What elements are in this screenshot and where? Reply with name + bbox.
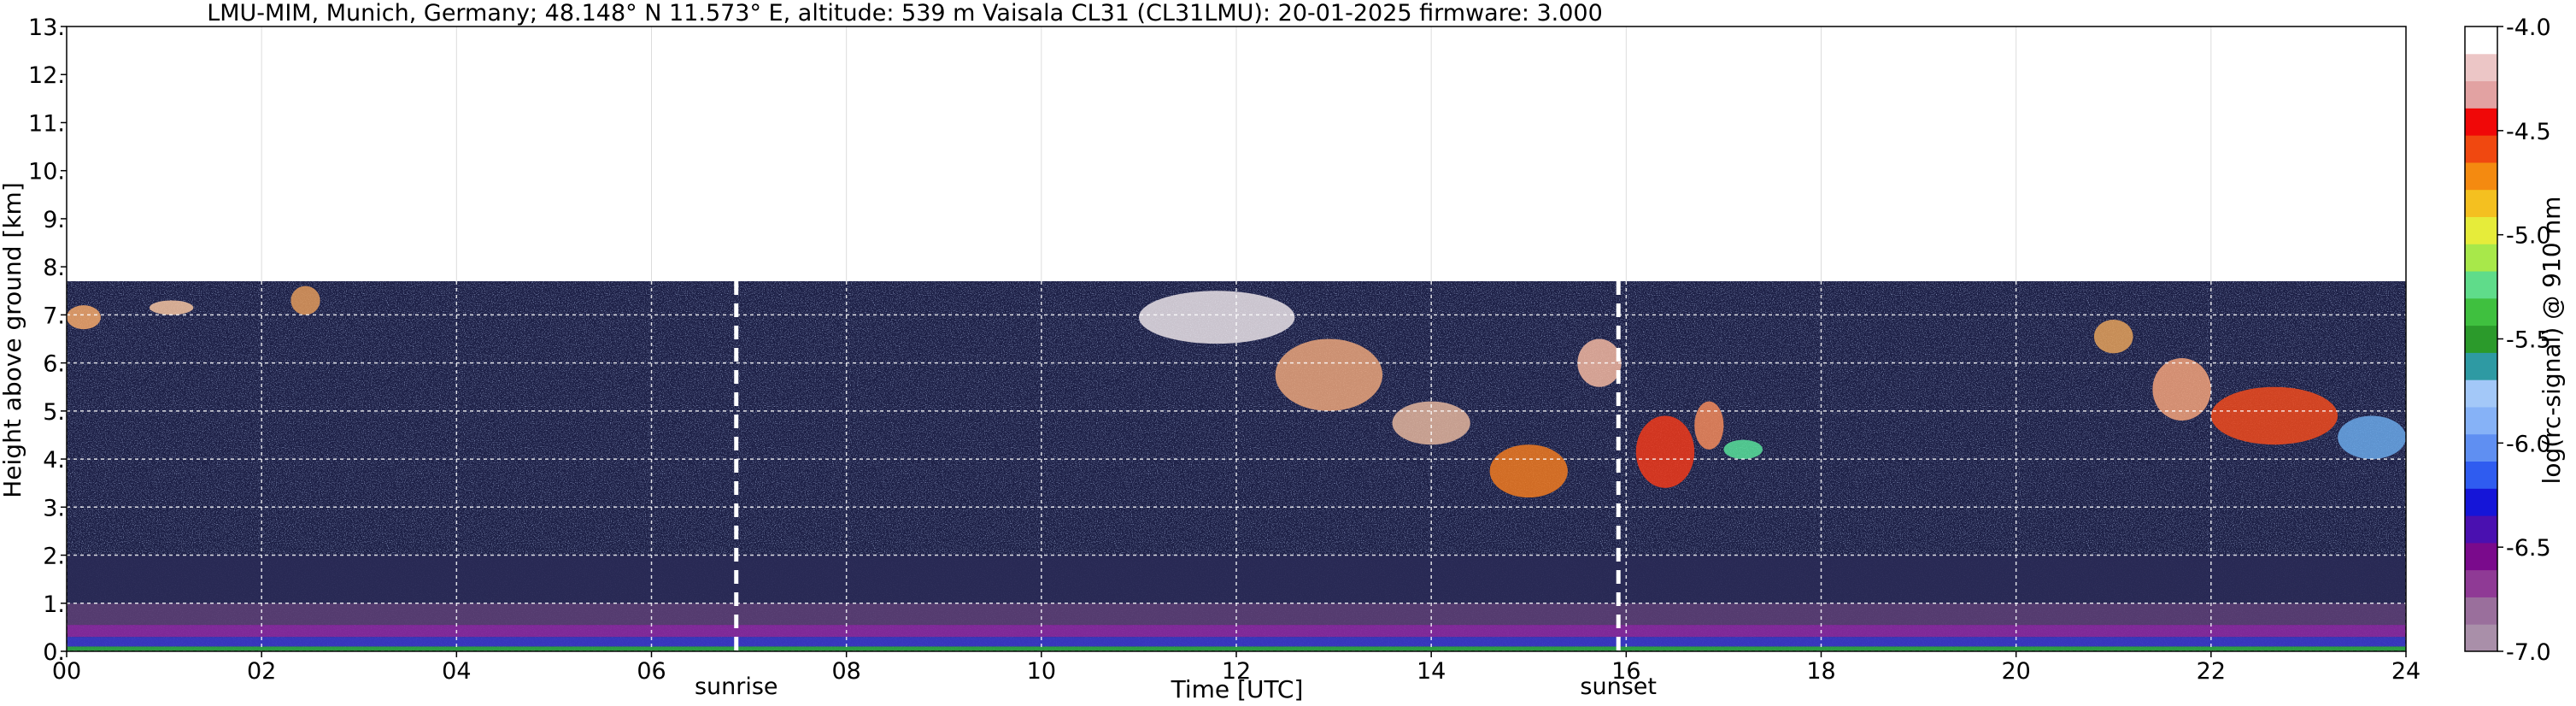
colorbar-tick-label: -5.0 (2506, 223, 2551, 250)
cloud-layer (2093, 320, 2133, 354)
y-tick-label: 6. (43, 351, 65, 378)
colorbar-segment (2465, 53, 2497, 82)
colorbar-tick-label: -4.0 (2506, 15, 2551, 41)
colorbar-segment (2465, 624, 2497, 652)
cloud-layer (149, 300, 194, 315)
colorbar-title: log(rc-signal) @ 910 nm (2538, 197, 2566, 485)
y-tick-label: 13. (28, 15, 65, 41)
colorbar-tick-label: -6.5 (2506, 535, 2551, 562)
colorbar-segment (2465, 515, 2497, 544)
colorbar-segment (2465, 216, 2497, 244)
x-tick-label: 22 (2197, 658, 2226, 685)
cloud-layer (1392, 401, 1470, 445)
y-tick-label: 4. (43, 447, 65, 474)
colorbar-segment (2465, 244, 2497, 272)
cloud-layers (67, 285, 2406, 498)
x-tick-label: 16 (1611, 658, 1640, 685)
event-label: sunrise (695, 674, 778, 700)
y-tick-label: 2. (43, 544, 65, 570)
colorbar-segment (2465, 433, 2497, 462)
colorbar-segment (2465, 26, 2497, 55)
x-axis-title: Time [UTC] (1171, 675, 1304, 703)
colorbar-segment (2465, 542, 2497, 571)
cloud-layer (67, 305, 101, 330)
colorbar-tick-label: -7.0 (2506, 639, 2551, 666)
colorbar: -7.0 -6.5 -6.0 -5.5 -5.0 -4.5 -4.0 (2464, 15, 2551, 666)
y-tick-label: 3. (43, 495, 65, 521)
x-tick-label: 20 (2001, 658, 2030, 685)
colorbar-segment (2465, 406, 2497, 435)
x-tick-label: 02 (247, 658, 276, 685)
colorbar-segment (2465, 461, 2497, 489)
cloud-layer (1723, 439, 1763, 460)
colorbar-tick-label: -4.5 (2506, 119, 2551, 145)
colorbar-segment (2465, 352, 2497, 380)
colorbar-tick-label: -5.5 (2506, 327, 2551, 354)
chart-title: LMU-MIM, Munich, Germany; 48.148° N 11.5… (207, 0, 1603, 26)
grid-lines (66, 26, 2407, 652)
cloud-layer (2338, 415, 2406, 460)
colorbar-segment (2465, 379, 2497, 408)
y-tick-label: 10. (28, 159, 65, 185)
y-tick-label: 7. (43, 303, 65, 329)
y-axis-title: Height above ground [km] (0, 182, 26, 498)
x-tick-label: 24 (2391, 658, 2421, 685)
colorbar-segment (2465, 297, 2497, 327)
event-label: sunset (1580, 674, 1657, 700)
cloud-layer (1635, 415, 1695, 488)
y-tick-label: 0. (43, 639, 65, 666)
x-tick-label: 10 (1027, 658, 1056, 685)
x-tick-label: 08 (831, 658, 860, 685)
cloud-layer (2210, 386, 2338, 445)
x-axis-ticks: 00 02 04 06 08 10 12 14 16 18 20 22 24 (52, 651, 2421, 685)
y-tick-label: 12. (28, 62, 65, 89)
cloud-layer (1489, 444, 1568, 498)
colorbar-segment (2465, 108, 2497, 136)
surface-layer (67, 646, 2406, 651)
colorbar-segment (2465, 271, 2497, 299)
x-tick-label: 14 (1417, 658, 1446, 685)
y-tick-label: 8. (43, 255, 65, 281)
event-markers: sunrise sunset (695, 281, 1657, 700)
y-tick-label: 5. (43, 399, 65, 426)
colorbar-segment (2465, 569, 2497, 597)
y-tick-label: 1. (43, 591, 65, 618)
y-axis-ticks: 0. 1. 2. 3. 4. 5. 6. 7. 8. 9. 10. 11. 12. 13. (28, 15, 67, 666)
x-tick-label: 06 (637, 658, 666, 685)
y-tick-label: 9. (43, 207, 65, 233)
plot-area: sunrise sunset (66, 26, 2407, 700)
cloud-layer (1138, 291, 1295, 344)
cloud-layer (1275, 338, 1383, 411)
cloud-layer (1694, 401, 1724, 450)
colorbar-segment (2465, 80, 2497, 109)
x-tick-label: 12 (1222, 658, 1251, 685)
colorbar-segment (2465, 189, 2497, 217)
x-tick-label: 04 (442, 658, 471, 685)
x-tick-label: 18 (1806, 658, 1835, 685)
colorbar-tick-label: -6.0 (2506, 431, 2551, 457)
surface-layer (67, 637, 2406, 647)
colorbar-segment (2465, 597, 2497, 625)
colorbar-segment (2465, 488, 2497, 516)
colorbar-segment (2465, 135, 2497, 163)
cloud-layer (290, 285, 320, 315)
surface-layer (67, 603, 2406, 626)
colorbar-segment (2465, 325, 2497, 353)
y-tick-label: 11. (28, 110, 65, 137)
x-tick-label: 00 (52, 658, 81, 685)
colorbar-segment (2465, 162, 2497, 191)
cloud-layer (2152, 357, 2211, 421)
